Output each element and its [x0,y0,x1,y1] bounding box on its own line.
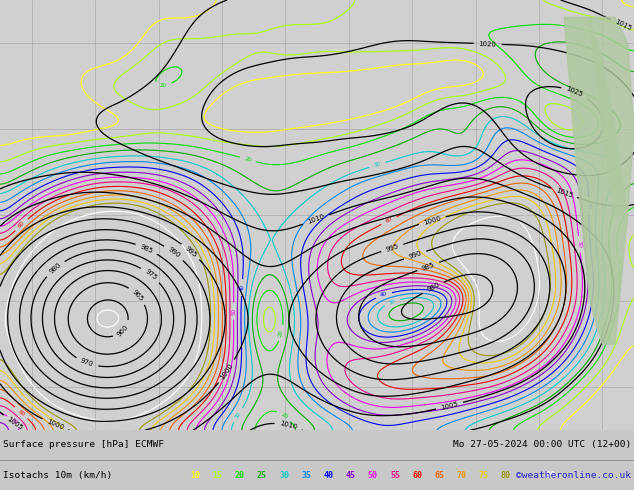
Text: 1015: 1015 [555,187,573,198]
Text: 75: 75 [479,471,489,480]
Text: 1000: 1000 [46,418,65,431]
Text: 60: 60 [385,217,393,224]
Text: ©weatheronline.co.uk: ©weatheronline.co.uk [516,471,631,480]
Text: 995: 995 [385,243,399,253]
Text: 995: 995 [184,245,198,258]
Text: 50: 50 [10,417,18,426]
Text: 1020: 1020 [479,41,497,47]
Text: 975: 975 [143,269,158,281]
Text: 80: 80 [501,471,511,480]
Text: 1005: 1005 [6,416,24,431]
Text: 90: 90 [545,471,555,480]
Text: 960: 960 [116,323,130,337]
Polygon shape [590,17,634,215]
Text: 1010: 1010 [306,214,325,225]
Text: 30: 30 [388,298,396,306]
Text: 985: 985 [139,243,154,254]
Text: 985: 985 [421,261,436,271]
Text: 40: 40 [380,292,388,298]
Text: 65: 65 [434,471,444,480]
Text: Mo 27-05-2024 00:00 UTC (12+00): Mo 27-05-2024 00:00 UTC (12+00) [453,440,631,449]
Text: 20: 20 [615,258,621,266]
Text: 1000: 1000 [219,362,235,381]
Text: 20: 20 [280,412,288,420]
Text: 10: 10 [190,471,200,480]
Text: 20: 20 [278,329,285,337]
Text: 70: 70 [456,471,467,480]
Text: 60: 60 [412,471,422,480]
Text: 30: 30 [373,162,382,168]
Text: 60: 60 [17,220,26,229]
Text: 20: 20 [160,82,167,88]
Text: 970: 970 [79,358,94,368]
Text: 20: 20 [235,471,245,480]
Text: 55: 55 [390,471,400,480]
Text: 25: 25 [257,471,267,480]
Text: 50: 50 [231,308,236,315]
Text: 1010: 1010 [279,420,298,431]
Text: Isotachs 10m (km/h): Isotachs 10m (km/h) [3,471,112,480]
Text: 35: 35 [301,471,311,480]
Text: 980: 980 [48,262,62,275]
Text: 50: 50 [576,241,582,248]
Text: 60: 60 [17,409,25,417]
Text: 45: 45 [346,471,356,480]
Text: 50: 50 [368,471,378,480]
Text: 1025: 1025 [566,86,584,98]
Text: 1000: 1000 [423,215,442,226]
Text: Surface pressure [hPa] ECMWF: Surface pressure [hPa] ECMWF [3,440,164,449]
Text: 85: 85 [523,471,533,480]
Text: 30: 30 [279,471,289,480]
Text: 15: 15 [212,471,223,480]
Text: 40: 40 [323,471,333,480]
Text: 30: 30 [234,411,242,419]
Text: 1015: 1015 [614,19,633,32]
Text: 1005: 1005 [440,401,459,411]
Polygon shape [564,17,628,344]
Text: 990: 990 [408,250,422,260]
Text: 965: 965 [131,289,145,302]
Text: 980: 980 [426,282,441,294]
Text: 990: 990 [167,246,181,259]
Text: 40: 40 [586,202,592,209]
Text: 20: 20 [244,156,252,163]
Text: 40: 40 [240,284,245,291]
